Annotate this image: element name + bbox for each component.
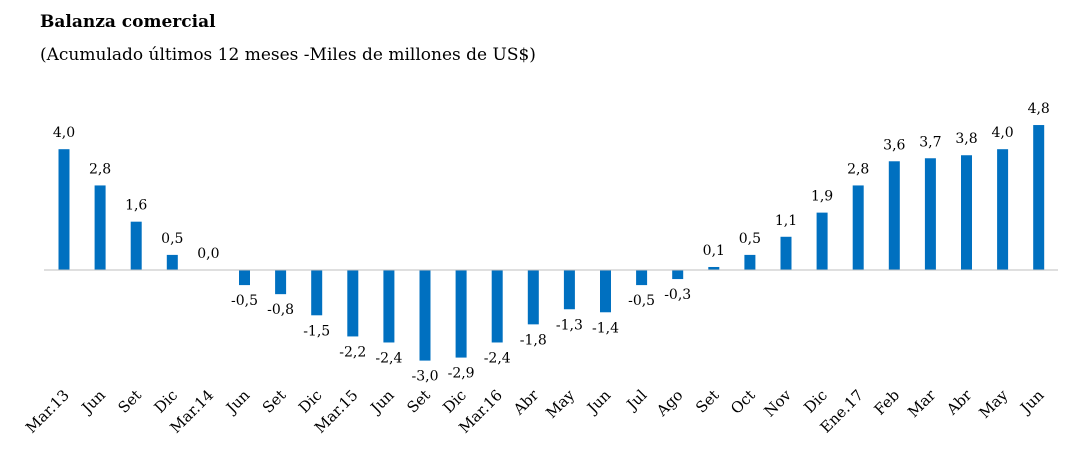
value-label-11: -2,9 bbox=[448, 366, 475, 382]
value-label-20: 1,1 bbox=[775, 213, 797, 229]
value-label-14: -1,3 bbox=[556, 317, 583, 333]
value-label-16: -0,5 bbox=[628, 293, 655, 309]
value-label-4: 0,0 bbox=[197, 246, 219, 262]
value-label-10: -3,0 bbox=[412, 369, 439, 385]
tick-label-16: Jul bbox=[622, 386, 651, 415]
tick-label-19: Oct bbox=[727, 386, 759, 418]
value-label-0: 4,0 bbox=[53, 125, 75, 141]
bar-21 bbox=[816, 212, 828, 270]
bar-10 bbox=[419, 270, 431, 361]
bar-0 bbox=[58, 149, 70, 270]
bar-17 bbox=[672, 270, 684, 280]
bar-23 bbox=[888, 161, 900, 270]
bar-8 bbox=[347, 270, 359, 337]
bar-20 bbox=[780, 236, 792, 270]
value-label-8: -2,2 bbox=[339, 344, 366, 360]
value-label-18: 0,1 bbox=[703, 243, 725, 259]
bar-11 bbox=[455, 270, 467, 358]
bar-27 bbox=[1033, 125, 1045, 270]
value-label-3: 0,5 bbox=[161, 231, 183, 247]
bar-14 bbox=[563, 270, 575, 310]
tick-label-21: Dic bbox=[800, 386, 831, 417]
value-label-13: -1,8 bbox=[520, 332, 547, 348]
tick-label-18: Set bbox=[692, 386, 723, 417]
bar-5 bbox=[239, 270, 250, 286]
bar-13 bbox=[527, 270, 539, 325]
tick-label-24: Mar bbox=[904, 386, 940, 422]
tick-label-27: Jun bbox=[1015, 386, 1047, 418]
bar-26 bbox=[997, 149, 1009, 270]
chart-subtitle: (Acumulado últimos 12 meses -Miles de mi… bbox=[40, 45, 536, 65]
tick-label-14: May bbox=[542, 386, 578, 422]
value-label-17: -0,3 bbox=[664, 287, 691, 303]
bar-25 bbox=[961, 155, 972, 270]
bar-19 bbox=[744, 254, 756, 270]
tick-label-26: May bbox=[976, 386, 1012, 422]
tick-label-20: Nov bbox=[760, 386, 795, 421]
tick-label-15: Jun bbox=[582, 386, 614, 418]
value-label-19: 0,5 bbox=[739, 231, 761, 247]
value-label-22: 2,8 bbox=[847, 161, 869, 177]
tick-label-13: Abr bbox=[509, 386, 543, 420]
value-label-12: -2,4 bbox=[484, 350, 511, 366]
value-label-25: 3,8 bbox=[955, 131, 977, 147]
bar-18 bbox=[708, 266, 720, 270]
value-label-5: -0,5 bbox=[231, 293, 258, 309]
tick-label-1: Jun bbox=[77, 386, 109, 418]
tick-label-2: Set bbox=[114, 386, 145, 417]
value-label-24: 3,7 bbox=[919, 134, 941, 150]
bar-24 bbox=[924, 158, 936, 270]
value-label-7: -1,5 bbox=[303, 323, 330, 339]
chart-title: Balanza comercial bbox=[40, 12, 216, 32]
bar-12 bbox=[491, 270, 503, 343]
tick-label-17: Ago bbox=[652, 386, 686, 420]
value-label-15: -1,4 bbox=[592, 320, 619, 336]
value-label-27: 4,8 bbox=[1028, 101, 1050, 117]
bar-6 bbox=[275, 270, 287, 295]
tick-label-7: Dic bbox=[295, 386, 326, 417]
bar-22 bbox=[852, 185, 864, 270]
bar-3 bbox=[166, 254, 178, 270]
tick-label-3: Dic bbox=[151, 386, 182, 417]
value-label-21: 1,9 bbox=[811, 189, 833, 205]
bar-15 bbox=[600, 270, 611, 313]
tick-label-23: Feb bbox=[871, 386, 904, 419]
tick-label-5: Jun bbox=[221, 386, 253, 418]
value-label-2: 1,6 bbox=[125, 198, 147, 214]
tick-label-9: Jun bbox=[366, 386, 398, 418]
value-label-1: 2,8 bbox=[89, 161, 111, 177]
tick-label-6: Set bbox=[259, 386, 290, 417]
tick-label-11: Dic bbox=[439, 386, 470, 417]
bars-group bbox=[58, 125, 1045, 361]
bar-9 bbox=[383, 270, 395, 343]
value-label-26: 4,0 bbox=[991, 125, 1013, 141]
tick-label-10: Set bbox=[403, 386, 434, 417]
value-label-23: 3,6 bbox=[883, 137, 905, 153]
tick-label-0: Mar.13 bbox=[22, 386, 73, 437]
bar-1 bbox=[94, 185, 106, 270]
value-label-6: -0,8 bbox=[267, 302, 294, 318]
bar-2 bbox=[130, 221, 142, 270]
value-label-9: -2,4 bbox=[375, 350, 402, 366]
bar-7 bbox=[311, 270, 323, 316]
tick-label-25: Abr bbox=[942, 386, 976, 420]
bar-16 bbox=[636, 270, 648, 286]
value-labels-group: 4,02,81,60,50,0-0,5-0,8-1,5-2,2 -2,4-3,0-… bbox=[53, 101, 1050, 385]
